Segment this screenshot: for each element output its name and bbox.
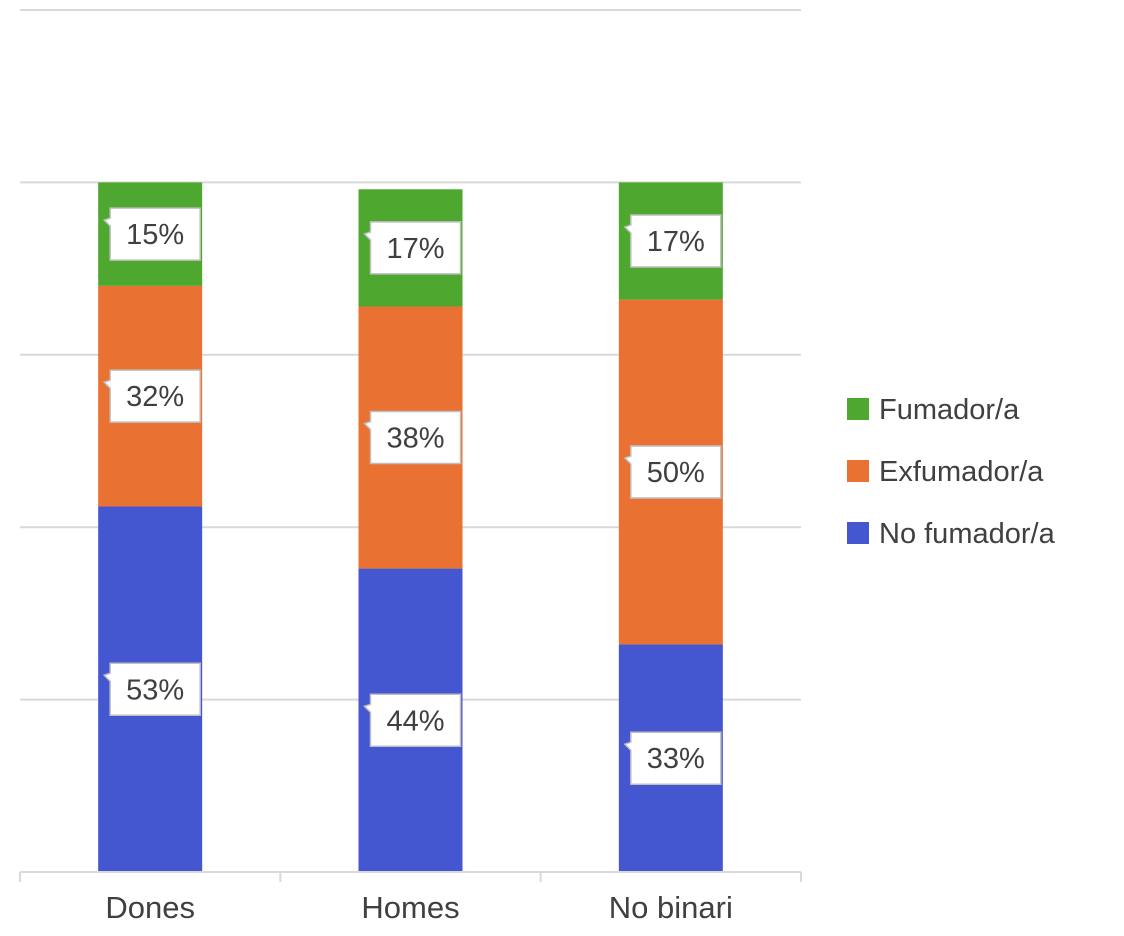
data-label-no-fumador-a-homes: 44%	[363, 693, 462, 748]
data-label-value: 15%	[126, 219, 184, 251]
data-label-box	[623, 214, 722, 268]
data-label-value: 17%	[647, 226, 705, 258]
legend-item-fumador-a: Fumador/a	[847, 394, 1020, 426]
x-tick-label-homes: Homes	[361, 890, 459, 925]
legend-label: No fumador/a	[879, 518, 1056, 550]
data-label-exfumador-a-homes: 38%	[363, 410, 462, 465]
data-label-exfumador-a-no-binari: 50%	[623, 445, 722, 499]
data-label-value: 33%	[647, 743, 705, 775]
data-label-value: 17%	[386, 233, 444, 265]
data-label-box	[363, 221, 462, 275]
data-label-fumador-a-dones: 15%	[102, 207, 201, 261]
x-tick-label-no-binari: No binari	[609, 890, 733, 925]
legend: Fumador/a Exfumador/a No fumador/a	[847, 394, 1056, 550]
data-label-box	[363, 410, 462, 465]
data-label-value: 50%	[647, 457, 705, 489]
data-label-no-fumador-a-no-binari: 33%	[623, 731, 722, 785]
legend-item-no-fumador-a: No fumador/a	[847, 518, 1056, 550]
legend-swatch	[847, 522, 869, 544]
data-label-no-fumador-a-dones: 53%	[102, 662, 201, 717]
data-label-box	[623, 445, 722, 499]
data-label-fumador-a-no-binari: 17%	[623, 214, 722, 268]
data-label-value: 38%	[386, 423, 444, 455]
legend-label: Fumador/a	[879, 394, 1020, 426]
data-label-box	[623, 731, 722, 785]
data-label-exfumador-a-dones: 32%	[102, 369, 201, 423]
data-label-value: 53%	[126, 674, 184, 706]
legend-swatch	[847, 460, 869, 482]
data-label-box	[102, 207, 201, 261]
legend-swatch	[847, 398, 869, 420]
legend-label: Exfumador/a	[879, 456, 1044, 488]
data-label-value: 32%	[126, 381, 184, 413]
data-label-box	[102, 369, 201, 423]
data-label-box	[363, 693, 462, 748]
data-label-box	[102, 662, 201, 717]
data-label-value: 44%	[386, 705, 444, 737]
data-labels: 53% 32% 15% 44% 38% 17% 33% 50% 17%	[102, 207, 722, 785]
x-tick-label-dones: Dones	[105, 890, 195, 925]
bars	[98, 182, 723, 872]
legend-item-exfumador-a: Exfumador/a	[847, 456, 1044, 488]
x-axis: Dones Homes No binari	[19, 871, 802, 925]
data-label-fumador-a-homes: 17%	[363, 221, 462, 275]
